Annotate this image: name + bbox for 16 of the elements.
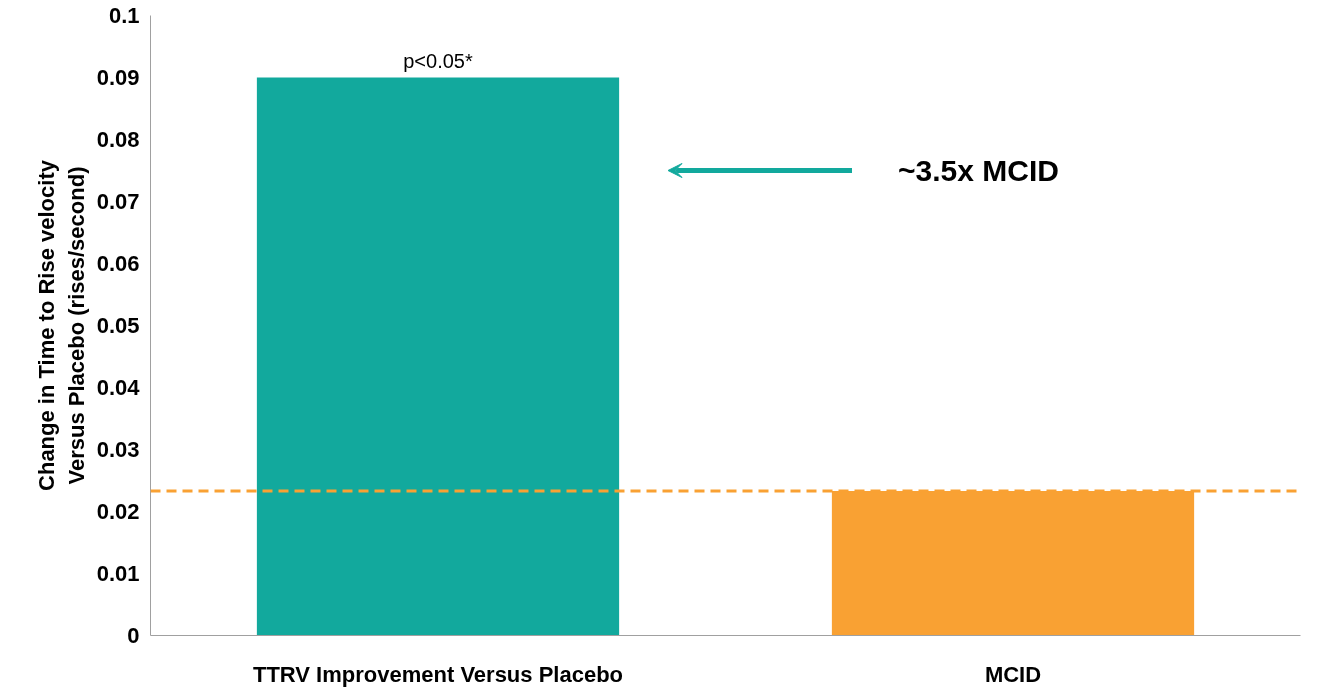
- y-tick-label: 0.1: [108, 3, 140, 28]
- y-tick-label: 0.09: [96, 65, 140, 90]
- y-tick-label: 0.06: [96, 251, 140, 276]
- y-tick-label: 0.02: [96, 499, 140, 524]
- annotation: ~3.5x MCID: [898, 154, 1059, 187]
- y-tick-label: 0.08: [96, 127, 140, 152]
- y-tick-label: 0.04: [96, 375, 141, 400]
- y-tick-label: 0.05: [96, 313, 140, 338]
- y-tick-label: 0.03: [96, 437, 140, 462]
- y-axis-title: Change in Time to Rise velocity Versus Placebo (rises/second): [33, 159, 89, 491]
- x-tick-label: TTRV Improvement Versus Placebo: [252, 661, 624, 687]
- x-tick-label: MCID: [984, 661, 1042, 687]
- annotation: p<0.05*: [403, 49, 473, 72]
- y-tick-label: 0: [127, 623, 140, 648]
- y-tick-label: 0.01: [96, 561, 140, 586]
- y-tick-label: 0.07: [96, 189, 140, 214]
